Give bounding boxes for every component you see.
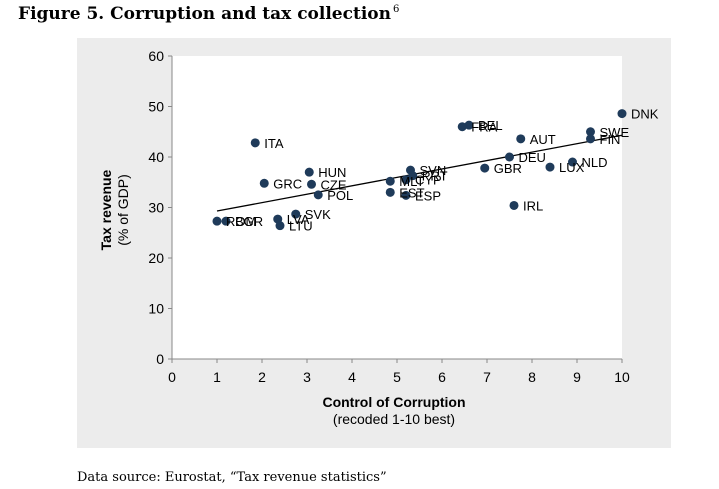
x-tick-label: 6 [438,369,446,385]
point-label-svk: SVK [305,207,331,222]
point-label-nld: NLD [582,155,608,170]
trendline [216,134,623,212]
point-label-cze: CZE [321,177,347,192]
data-point-svk [291,209,301,219]
data-point-grc [259,178,269,188]
plot-area [172,56,622,359]
data-points [212,109,627,231]
point-label-rom: ROM [226,214,256,229]
x-tick-label: 4 [348,369,356,385]
tick-labels: 0 10 20 30 40 50 60 0 1 2 3 4 5 6 7 8 9 10 [148,48,630,385]
data-point-swe [586,127,595,137]
point-label-hun: HUN [318,165,346,180]
axes [171,56,622,360]
data-point-nld [568,157,577,167]
data-point-irl [509,200,519,210]
x-tick-label: 7 [483,369,491,385]
data-point-fra [457,122,467,132]
data-point-mlt [385,176,395,186]
x-tick-label: 0 [168,369,176,385]
point-label-prt: PRT [422,169,448,184]
y-tick-label: 20 [148,250,164,266]
data-point-fin [586,134,595,144]
data-point-est [385,187,395,197]
data-point-pol [313,190,323,200]
y-tick-label: 30 [148,200,164,216]
point-label-lux: LUX [559,160,585,175]
point-label-lva: LVA [287,212,310,227]
point-label-deu: DEU [519,150,546,165]
point-label-mlt: MLT [399,174,424,189]
x-axis-sublabel: (recoded 1-10 best) [333,411,455,427]
point-label-grc: GRC [273,176,302,191]
point-label-bgr: BGR [235,214,263,229]
point-label-fin: FIN [600,132,621,147]
y-axis-label: Tax revenue [98,169,114,250]
point-label-fra: FRA [471,120,497,135]
x-tick-label: 5 [393,369,401,385]
y-tick-label: 10 [148,301,164,317]
point-label-aut: AUT [530,132,556,147]
point-label-dnk: DNK [631,107,659,122]
data-point-deu [505,152,514,162]
data-point-dnk [617,109,627,119]
data-point-ita [250,138,260,148]
footnote-marker: 6 [392,4,400,16]
data-point-lux [545,162,555,172]
x-tick-label: 1 [213,369,221,385]
x-tick-label: 8 [528,369,536,385]
y-tick-label: 50 [148,99,164,115]
data-point-ltu [275,221,285,231]
figure-title-text: Figure 5. Corruption and tax collection [18,4,391,24]
data-point-cze [307,179,316,189]
point-labels: DNKSWEFINNLDLUXDEUAUTGBRIRLBELFRASVNPRTC… [226,107,659,234]
data-point-bgr [221,216,231,226]
y-tick-label: 40 [148,149,164,165]
figure-title: Figure 5. Corruption and tax collection 6 [18,4,399,24]
point-label-cyp: CYP [415,173,442,188]
x-tick-label: 10 [614,369,630,385]
point-label-ltu: LTU [289,219,313,234]
point-label-bel: BEL [478,118,503,133]
x-tick-label: 3 [303,369,311,385]
x-tick-label: 2 [258,369,266,385]
y-axis-sublabel: (% of GDP) [115,174,131,246]
x-axis-label: Control of Corruption [322,394,465,410]
data-point-prt [408,171,418,181]
point-label-ita: ITA [264,136,284,151]
data-point-esp [401,190,411,200]
y-tick-label: 60 [148,48,164,64]
data-point-gbr [480,163,490,173]
data-point-hun [304,167,314,177]
data-point-aut [516,134,526,144]
source-note: Data source: Eurostat, “Tax revenue stat… [77,470,387,485]
y-tick-label: 0 [156,351,164,367]
point-label-gbr: GBR [494,161,522,176]
data-point-rom [212,216,222,226]
point-label-esp: ESP [415,188,441,203]
x-tick-label: 9 [573,369,581,385]
point-label-pol: POL [327,188,353,203]
data-point-cyp [401,175,411,185]
point-label-svn: SVN [420,163,447,178]
data-point-bel [464,120,474,130]
point-label-swe: SWE [600,125,630,140]
point-label-est: EST [399,185,424,200]
chart-panel: 0 10 20 30 40 50 60 0 1 2 3 4 5 6 7 8 9 10 DNK SWE FIN NLD LU… [77,38,671,448]
point-label-irl: IRL [523,198,543,213]
